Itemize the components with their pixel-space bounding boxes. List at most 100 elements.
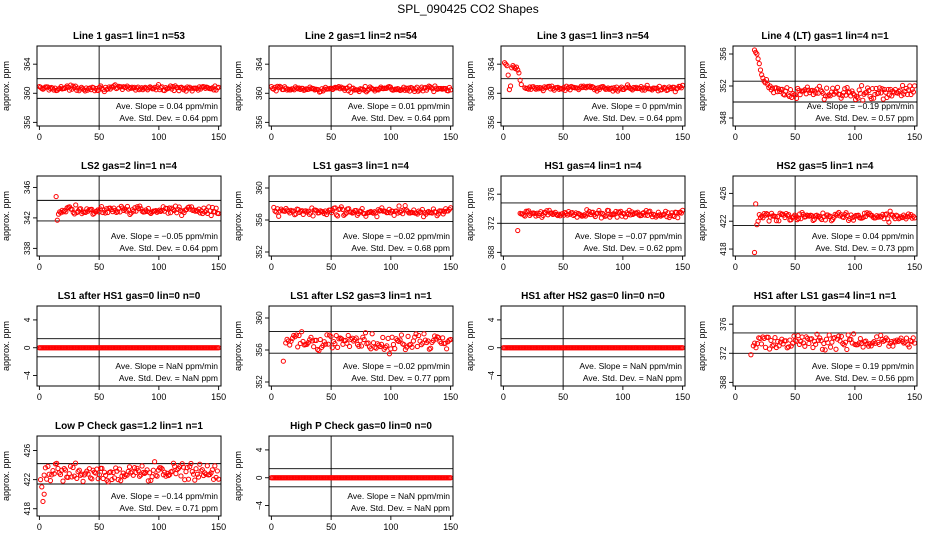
data-point <box>356 343 362 349</box>
y-tick-label: 376 <box>487 187 496 201</box>
data-point <box>338 84 344 90</box>
data-point <box>89 206 95 212</box>
data-point <box>798 338 804 345</box>
data-point <box>771 342 777 348</box>
y-tick-label: 418 <box>23 502 32 516</box>
x-tick-label: 50 <box>790 132 800 142</box>
data-point <box>37 477 44 483</box>
data-point <box>897 215 903 221</box>
data-point <box>45 463 51 470</box>
std-dev-part: ppm <box>895 243 914 253</box>
data-point <box>534 84 540 91</box>
slope-part: Ave. Slope = <box>111 491 162 501</box>
data-point <box>774 89 780 95</box>
data-point <box>74 475 80 481</box>
data-point <box>60 209 67 215</box>
data-point <box>62 467 69 473</box>
std-dev-part: ppm <box>663 373 682 383</box>
slope-part: NaN <box>166 361 183 371</box>
data-point <box>431 88 437 95</box>
data-point <box>130 472 136 478</box>
data-point <box>185 476 192 482</box>
slope-part: ppm/min <box>879 231 914 241</box>
data-point <box>144 467 150 473</box>
y-tick-label: 426 <box>23 443 32 457</box>
data-point <box>876 341 882 348</box>
x-tick-label: 150 <box>907 132 922 142</box>
data-point <box>167 83 174 89</box>
data-point <box>60 478 66 484</box>
data-point <box>841 342 847 348</box>
plot-frame <box>268 45 454 127</box>
y-tick-label: 0 <box>487 345 496 350</box>
data-point <box>323 341 329 347</box>
plot-frame <box>36 175 222 257</box>
data-point <box>845 332 851 338</box>
data-point <box>422 337 428 343</box>
data-point <box>802 343 808 349</box>
slope-annotation: Ave. Slope = −0.14 ppm/min <box>111 491 218 501</box>
std-dev-part: ppm <box>431 503 450 513</box>
figure-title: SPL_090425 CO2 Shapes <box>397 2 538 16</box>
slope-part: −0.05 <box>162 231 184 241</box>
data-point <box>795 215 802 222</box>
y-tick-label: 0 <box>23 345 32 350</box>
data-point <box>533 213 539 219</box>
y-tick-label: 356 <box>487 115 496 129</box>
slope-annotation: Ave. Slope = 0.04 ppm/min <box>116 101 218 111</box>
data-point <box>444 346 450 352</box>
std-dev-part: 0.68 <box>415 243 432 253</box>
data-point <box>775 86 782 92</box>
data-point <box>334 344 341 350</box>
slope-part: 0.04 <box>166 101 183 111</box>
x-tick-label: 100 <box>151 522 166 532</box>
data-point <box>334 85 341 91</box>
data-point <box>419 206 425 213</box>
x-tick-label: 100 <box>151 262 166 272</box>
data-point <box>325 341 331 347</box>
std-dev-annotation: Ave. Std. Dev. = 0.68 ppm <box>351 243 450 253</box>
std-dev-part: 0.73 <box>879 243 896 253</box>
slope-part: −0.02 <box>394 361 416 371</box>
x-tick-label: 50 <box>94 132 104 142</box>
data-point <box>408 341 414 347</box>
data-point <box>188 460 194 467</box>
data-point <box>758 341 765 347</box>
data-point <box>515 227 521 234</box>
data-point <box>786 93 792 99</box>
data-point <box>358 343 365 349</box>
data-point <box>386 351 393 357</box>
std-dev-annotation: Ave. Std. Dev. = 0.71 ppm <box>119 503 218 513</box>
y-tick-label: 360 <box>255 311 264 325</box>
slope-part: Ave. Slope = <box>343 231 394 241</box>
std-dev-part: ppm <box>431 373 450 383</box>
y-tick-label: 368 <box>487 245 496 259</box>
y-tick-label: −4 <box>23 370 32 380</box>
y-axis-label: approx. ppm <box>697 61 707 111</box>
data-point <box>338 204 344 210</box>
std-dev-part: 0.64 <box>183 113 200 123</box>
std-dev-annotation: Ave. Std. Dev. = 0.73 ppm <box>815 243 914 253</box>
data-point <box>95 87 101 94</box>
data-point <box>311 344 317 350</box>
data-point <box>822 347 828 353</box>
data-point <box>197 461 203 467</box>
slope-part: Ave. Slope = <box>348 101 399 111</box>
data-point <box>886 92 892 98</box>
data-point <box>127 211 133 218</box>
data-point <box>541 84 548 90</box>
data-point <box>850 90 856 97</box>
x-tick-label: 100 <box>615 262 630 272</box>
std-dev-part: Ave. Std. Dev. = <box>351 243 414 253</box>
data-point <box>105 479 111 485</box>
slope-part: −0.07 <box>626 231 648 241</box>
slope-annotation: Ave. Slope = −0.02 ppm/min <box>343 361 450 371</box>
plot-frame <box>732 305 918 387</box>
data-point <box>53 193 59 200</box>
data-point <box>826 332 832 338</box>
data-point <box>910 335 916 341</box>
plot-frame <box>268 435 454 517</box>
data-point <box>762 344 769 350</box>
std-dev-annotation: Ave. Std. Dev. = 0.62 ppm <box>583 243 682 253</box>
data-point <box>131 465 138 471</box>
